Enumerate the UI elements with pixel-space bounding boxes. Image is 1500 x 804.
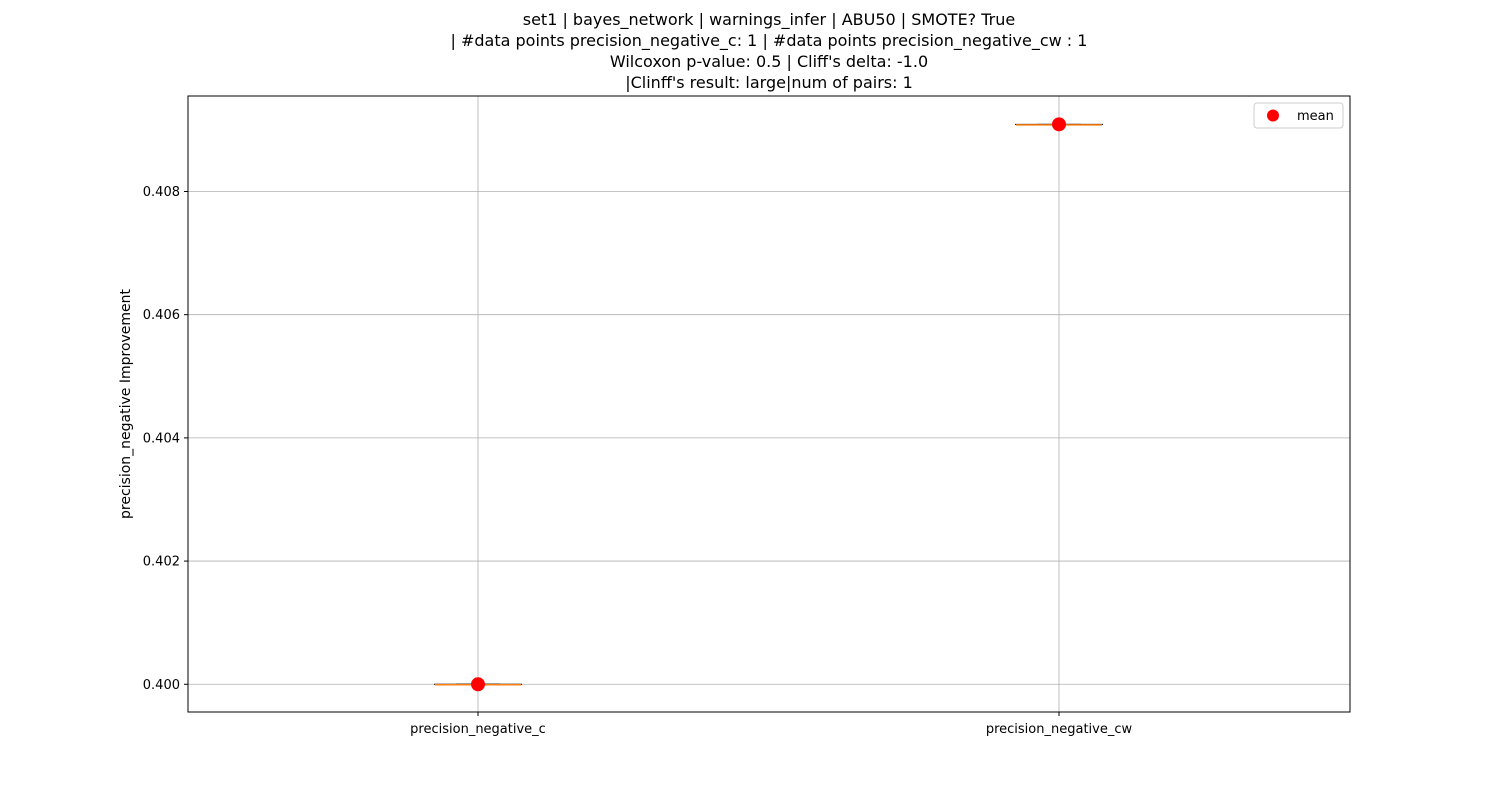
y-tick-label: 0.402: [143, 555, 180, 570]
title-line: | #data points precision_negative_c: 1 |…: [451, 31, 1088, 51]
title-line: set1 | bayes_network | warnings_infer | …: [523, 10, 1016, 30]
y-tick-label: 0.406: [143, 308, 180, 323]
mean-marker: [1052, 117, 1066, 132]
legend-box: [1253, 102, 1344, 129]
title-line: |Clinff's result: large|num of pairs: 1: [625, 73, 913, 92]
x-tick-label: precision_negative_c: [410, 722, 546, 737]
legend: mean: [1253, 102, 1344, 129]
legend-marker-mean: [1267, 109, 1279, 122]
grid: [188, 96, 1350, 712]
y-axis-label: precision_negative Improvement: [118, 288, 134, 519]
x-tick-label: precision_negative_cw: [986, 722, 1133, 737]
mean-marker: [471, 677, 485, 692]
y-tick-label: 0.400: [143, 678, 180, 693]
y-tick-label: 0.404: [143, 431, 180, 446]
title-line: Wilcoxon p-value: 0.5 | Cliff's delta: -…: [610, 52, 928, 71]
plot-area: [434, 117, 1103, 692]
legend-label-mean: mean: [1297, 109, 1334, 124]
axes: 0.400 0.402 0.404 0.406 0.408 precision_negat…: [143, 95, 1351, 737]
y-tick-label: 0.408: [143, 185, 180, 200]
axes-frame: [187, 95, 1351, 713]
chart-title: set1 | bayes_network | warnings_infer | …: [451, 10, 1088, 92]
